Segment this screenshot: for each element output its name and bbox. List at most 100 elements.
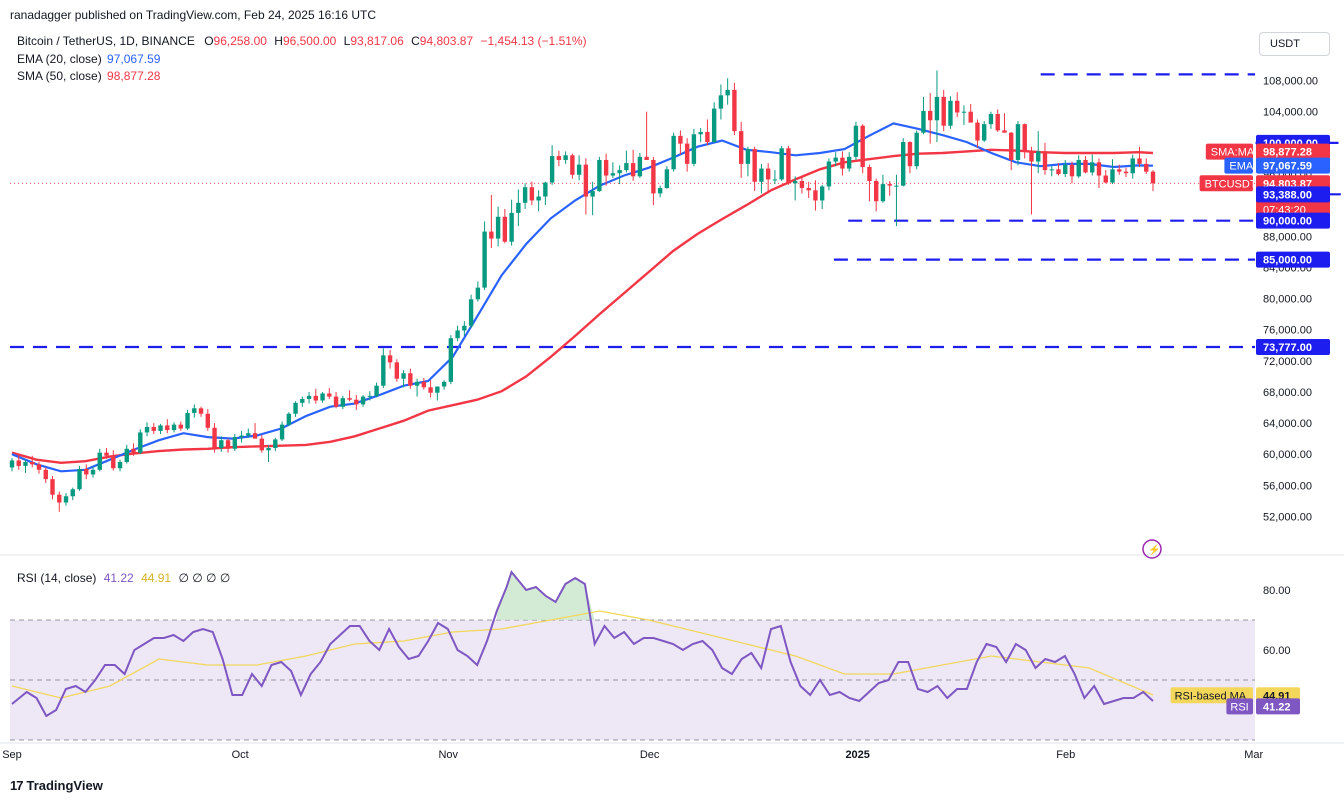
candle-body	[617, 170, 622, 174]
candle-body	[306, 395, 312, 399]
candle-body	[610, 173, 616, 176]
y-tick-label: 64,000.00	[1263, 418, 1312, 430]
candle-body	[43, 469, 48, 480]
candle-body	[1056, 169, 1061, 174]
candle-body	[644, 156, 649, 160]
candle-body	[293, 402, 298, 414]
candle-body	[1117, 169, 1122, 172]
candle-body	[387, 355, 393, 363]
candle-body	[772, 179, 778, 181]
candle-body	[1090, 162, 1095, 173]
candle-body	[421, 381, 427, 388]
candle-body	[239, 435, 244, 438]
candle-body	[745, 149, 751, 164]
price-tag-bg	[1256, 338, 1330, 355]
rsi-line	[11, 569, 1154, 718]
candle-body	[401, 373, 406, 379]
candle-body	[111, 455, 116, 469]
candle-body	[1150, 171, 1156, 184]
sma-legend[interactable]: SMA (50, close) 98,877.28	[17, 69, 160, 83]
candle-body	[354, 399, 359, 405]
rsi-legend-value: 41.22	[103, 571, 134, 585]
candle-body	[657, 187, 663, 194]
candle-body	[1096, 162, 1102, 176]
currency-label: USDT	[1270, 38, 1300, 50]
candle-body	[914, 132, 919, 167]
sma-legend-value: 98,877.28	[107, 69, 161, 83]
candle-body	[934, 96, 940, 121]
price-tag-bg	[1256, 212, 1330, 229]
candle-body	[165, 425, 170, 431]
candle-body	[279, 424, 285, 440]
candle-body	[961, 111, 967, 113]
y-tick-label: 108,000.00	[1263, 76, 1318, 88]
candle-body	[232, 437, 237, 449]
close-label: C	[411, 34, 420, 48]
tradingview-brand[interactable]: 17 TradingView	[10, 778, 103, 793]
candle-body	[90, 469, 96, 475]
candle-body	[97, 452, 102, 470]
rsi-legend[interactable]: RSI (14, close) 41.22 44.91 ∅ ∅ ∅ ∅	[17, 571, 230, 585]
candle-body	[435, 386, 440, 393]
rsi-legend-label: RSI (14, close)	[17, 571, 97, 585]
candle-body	[1069, 164, 1075, 177]
candle-body	[1144, 163, 1149, 172]
candle-body	[1083, 159, 1088, 173]
price-tag-name: SMA:MA	[1211, 147, 1255, 159]
price-tag-bg	[1256, 143, 1330, 160]
candle-body	[212, 427, 217, 448]
candle-body	[536, 196, 541, 201]
candle-body	[455, 330, 460, 339]
candle-body	[752, 149, 757, 182]
price-tag-name: BTCUSDT	[1205, 178, 1257, 190]
candle-body	[367, 395, 373, 397]
candle-body	[259, 438, 264, 451]
candle-body	[414, 381, 420, 386]
candle-body	[84, 469, 89, 475]
candle-body	[867, 166, 872, 181]
change-value: −1,454.13 (−1.51%)	[480, 34, 587, 48]
rsi-tag-name: RSI	[1230, 701, 1248, 713]
currency-button[interactable]: USDT	[1259, 32, 1330, 56]
candle-body	[860, 125, 865, 167]
candle-body	[887, 184, 892, 186]
y-tick-label: 56,000.00	[1263, 480, 1312, 492]
candle-body	[651, 159, 656, 194]
candle-body	[705, 131, 710, 143]
candle-body	[9, 460, 15, 468]
candle-body	[57, 494, 62, 503]
candle-body	[711, 108, 717, 143]
candle-body	[684, 143, 690, 164]
candle-body	[529, 187, 535, 201]
candle-body	[732, 89, 737, 132]
candle-body	[381, 355, 386, 386]
candle-body	[522, 187, 528, 203]
alert-lightning-icon	[1142, 539, 1162, 559]
price-tag-name-bg	[1224, 157, 1253, 174]
candle-body	[1022, 124, 1027, 152]
candle-body	[192, 408, 197, 413]
brand-name: TradingView	[26, 778, 103, 793]
candle-body	[833, 157, 838, 162]
candle-body	[1076, 159, 1081, 177]
candle-body	[907, 142, 913, 167]
candle-body	[171, 424, 177, 431]
candle-body	[1110, 169, 1115, 183]
candle-body	[1130, 158, 1135, 174]
candle-body	[982, 124, 987, 141]
rsi-tag-value: 41.22	[1263, 701, 1291, 713]
candle-body	[198, 408, 204, 414]
candle-body	[495, 216, 501, 239]
candle-body	[462, 325, 467, 331]
ema-legend[interactable]: EMA (20, close) 97,067.59	[17, 52, 160, 66]
price-tag-bg	[1256, 251, 1330, 268]
y-tick-label: 60,000.00	[1263, 449, 1312, 461]
candle-body	[428, 387, 433, 393]
candle-body	[1036, 151, 1041, 162]
candle-body	[597, 159, 602, 192]
y-tick-label: 72,000.00	[1263, 356, 1312, 368]
price-tag-bg	[1256, 186, 1330, 203]
candle-body	[792, 180, 798, 184]
high-label: H	[274, 34, 283, 48]
symbol-name: Bitcoin / TetherUS, 1D, BINANCE	[17, 34, 195, 48]
